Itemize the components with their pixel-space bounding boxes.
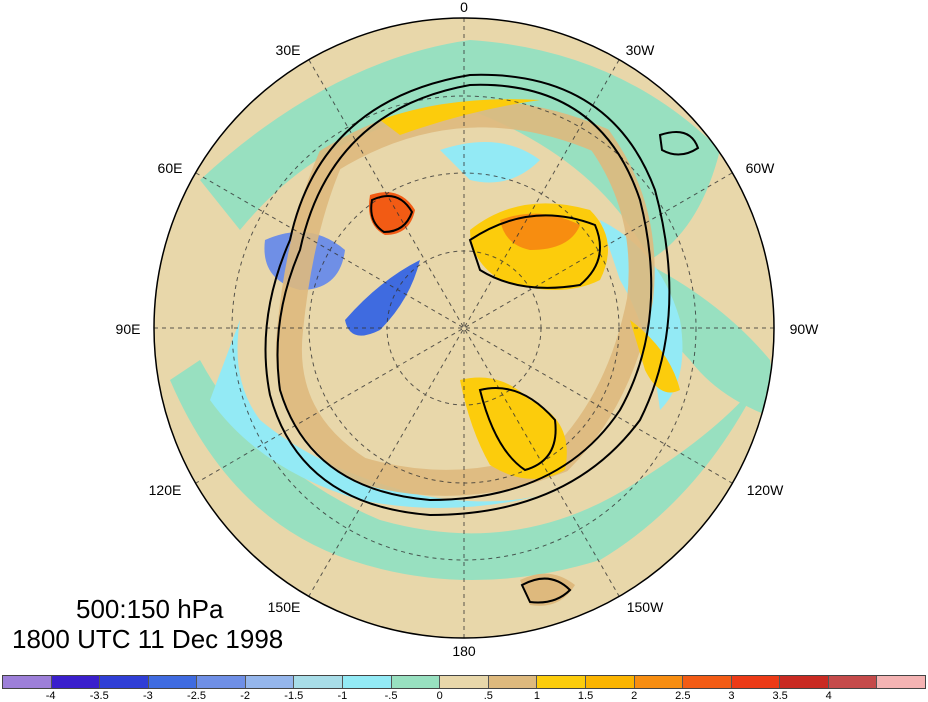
- colorbar-tick-label: 3.5: [772, 690, 788, 702]
- lon-label-180: 180: [452, 643, 476, 659]
- colorbar-swatch: [197, 676, 246, 688]
- colorbar-swatch: [780, 676, 829, 688]
- colorbar-swatch: [877, 676, 925, 688]
- colorbar-tick-label: -2: [240, 690, 251, 702]
- colorbar-tick-label: 0: [436, 690, 443, 702]
- colorbar-swatch: [683, 676, 732, 688]
- lon-label-60w: 60W: [745, 160, 775, 176]
- lon-label-150e: 150E: [267, 599, 301, 615]
- lon-label-0: 0: [460, 0, 468, 15]
- colorbar-tick-label: -3: [143, 690, 153, 702]
- colorbar-swatch: [148, 676, 198, 688]
- colorbar-swatch: [440, 676, 489, 688]
- colorbar-swatch: [343, 676, 392, 688]
- map-field: [154, 18, 774, 638]
- map-boundary: [153, 17, 775, 639]
- colorbar-swatch: [537, 676, 586, 688]
- colorbar-swatch: [294, 676, 344, 688]
- colorbar-tick-label: 2: [631, 690, 638, 702]
- colorbar-swatch: [731, 676, 781, 688]
- lon-label-120w: 120W: [746, 482, 784, 498]
- lon-label-90e: 90E: [115, 321, 141, 337]
- colorbar-tick-label: 1: [533, 690, 540, 702]
- colorbar-swatch: [3, 676, 52, 688]
- colorbar-tick-label: -2.5: [187, 690, 206, 702]
- colorbar-tick-label: .5: [483, 690, 493, 702]
- colorbar-swatch: [245, 676, 295, 688]
- colorbar-swatch: [100, 676, 149, 688]
- colorbar-swatch: [391, 676, 441, 688]
- colorbar-tick-label: -4: [45, 690, 56, 702]
- lon-label-60e: 60E: [157, 160, 183, 176]
- lon-label-120e: 120E: [148, 482, 182, 498]
- colorbar-tick-label: 3: [728, 690, 735, 702]
- colorbar-tick-label: 4: [825, 690, 832, 702]
- colorbar-swatch: [488, 676, 538, 688]
- lon-label-90w: 90W: [789, 321, 819, 337]
- colorbar: [2, 675, 926, 689]
- lon-label-30w: 30W: [625, 42, 655, 58]
- colorbar-swatch: [828, 676, 878, 688]
- colorbar-tick-label: 2.5: [675, 690, 691, 702]
- colorbar-swatch: [585, 676, 635, 688]
- colorbar-tick-label: -3.5: [89, 690, 109, 702]
- colorbar-tick-label: -1: [337, 690, 348, 702]
- colorbar-tick-label: -.5: [384, 690, 398, 702]
- lon-label-150w: 150W: [626, 599, 664, 615]
- colorbar-tick-label: -1.5: [284, 690, 304, 702]
- lon-label-30e: 30E: [275, 42, 301, 58]
- title-datetime: 1800 UTC 11 Dec 1998: [12, 624, 284, 654]
- colorbar-swatch: [634, 676, 684, 688]
- colorbar-swatch: [51, 676, 101, 688]
- title-levels: 500:150 hPa: [76, 594, 224, 624]
- colorbar-tick-label: 1.5: [577, 690, 594, 702]
